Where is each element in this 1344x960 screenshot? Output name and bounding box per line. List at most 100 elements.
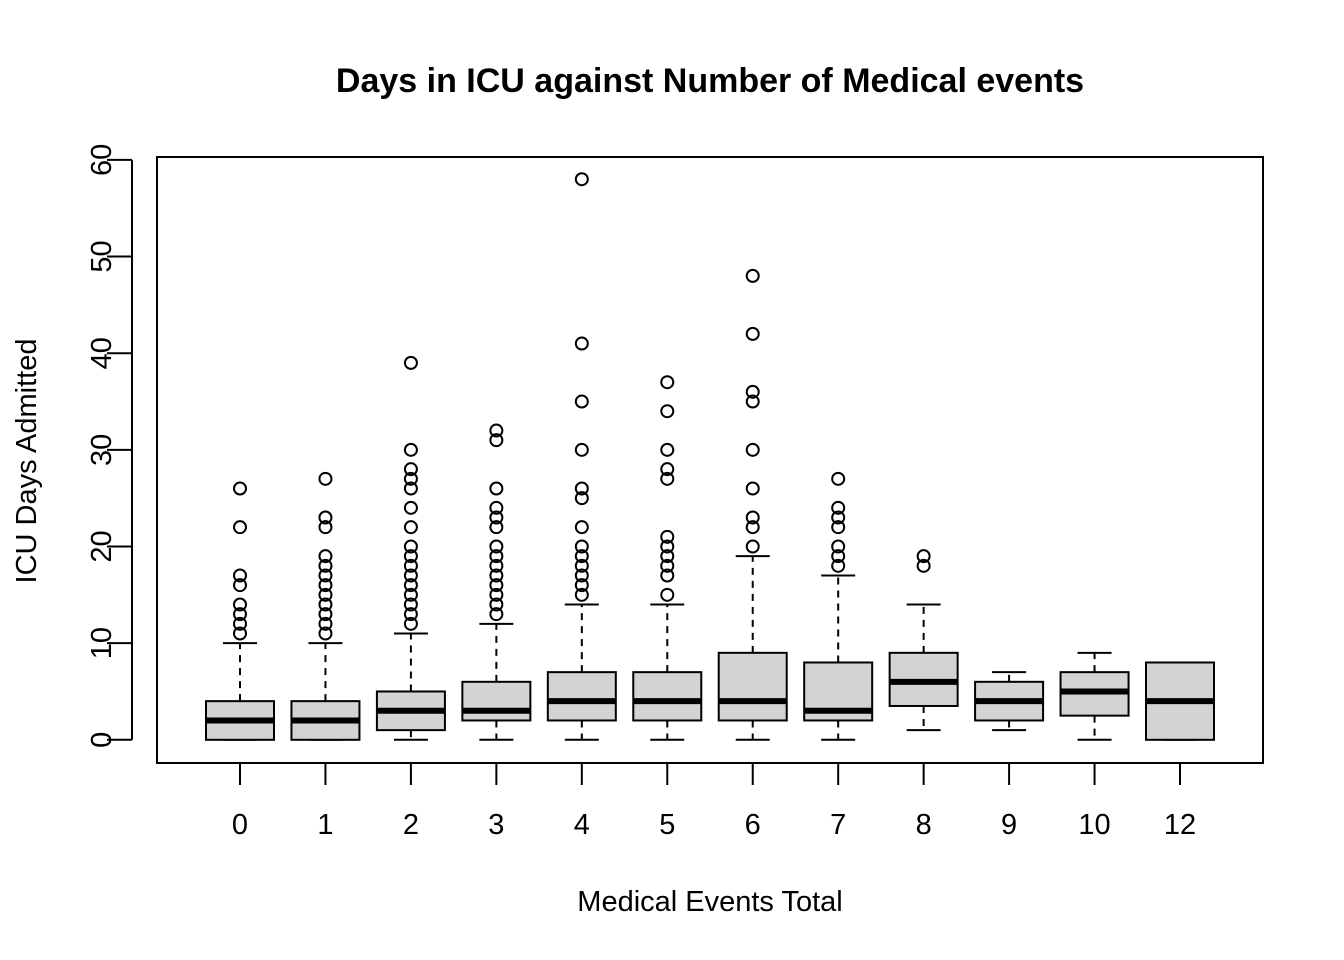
outlier-3-13	[489, 423, 504, 438]
x-tick-label-1: 1	[317, 809, 333, 841]
outlier-0-1	[233, 616, 247, 631]
x-axis: 0 1 2 3 4 5 6 7 8 9 10 12	[232, 762, 1196, 841]
outlier-5-8	[660, 442, 675, 457]
box-group-3	[461, 423, 532, 741]
box-group-7	[803, 471, 874, 741]
x-tick-label-6: 6	[745, 809, 761, 841]
outlier-3-9	[489, 510, 504, 525]
y-tick-label-0: 0	[86, 732, 118, 748]
outlier-6-4	[745, 442, 760, 457]
outlier-2-10	[403, 500, 418, 515]
outlier-2-5	[403, 568, 418, 583]
outlier-1-6	[318, 568, 333, 583]
outlier-1-9	[318, 520, 333, 535]
outlier-3-5	[489, 558, 504, 573]
outlier-4-6	[574, 520, 589, 535]
outlier-5-7	[660, 462, 675, 477]
outlier-4-3	[574, 558, 589, 573]
outlier-5-2	[660, 558, 675, 573]
outlier-7-5	[831, 500, 846, 515]
outlier-2-11	[403, 481, 418, 496]
outlier-5-10	[660, 375, 675, 390]
outlier-1-2	[318, 607, 333, 622]
outlier-2-3	[403, 587, 418, 602]
outlier-3-2	[489, 587, 504, 602]
outlier-1-8	[318, 549, 333, 564]
outlier-7-4	[831, 510, 846, 525]
outlier-1-3	[318, 597, 333, 612]
outlier-4-9	[574, 442, 589, 457]
x-tick-label-10: 10	[1078, 809, 1110, 841]
outlier-0-3	[233, 597, 247, 612]
y-tick-label-30: 30	[86, 434, 118, 466]
outlier-6-8	[745, 268, 760, 283]
outlier-1-7	[318, 558, 333, 573]
outlier-6-6	[745, 384, 760, 399]
y-axis: 0 10 20 30 40 50 60	[86, 144, 133, 748]
outlier-4-1	[574, 578, 589, 593]
outlier-6-1	[745, 520, 760, 535]
outlier-8-1	[916, 549, 931, 564]
outlier-3-3	[489, 578, 504, 593]
x-tick-label-4: 4	[574, 809, 590, 841]
outlier-3-11	[489, 481, 504, 496]
outlier-2-4	[403, 578, 418, 593]
outlier-3-0	[489, 607, 504, 622]
outlier-5-6	[660, 471, 675, 486]
x-tick-label-3: 3	[488, 809, 504, 841]
box-5	[632, 671, 703, 722]
outlier-2-8	[403, 539, 418, 554]
x-tick-label-9: 9	[1001, 809, 1017, 841]
outlier-1-5	[318, 578, 333, 593]
outlier-2-6	[403, 558, 418, 573]
x-axis-label: Medical Events Total	[577, 886, 842, 918]
box-group-0	[205, 481, 275, 741]
outlier-6-3	[745, 481, 760, 496]
outlier-1-10	[318, 510, 333, 525]
outlier-0-0	[233, 626, 247, 641]
outlier-3-12	[489, 433, 504, 448]
outlier-2-9	[403, 520, 418, 535]
outlier-6-2	[745, 510, 760, 525]
outlier-1-0	[318, 626, 333, 641]
outlier-4-10	[574, 394, 589, 409]
x-tick-label-2: 2	[403, 809, 419, 841]
boxes-layer	[205, 172, 1215, 741]
outlier-2-12	[403, 471, 418, 486]
outlier-2-0	[403, 616, 418, 631]
outlier-4-8	[574, 481, 589, 496]
outlier-4-2	[574, 568, 589, 583]
outlier-6-0	[745, 539, 760, 554]
outlier-2-7	[403, 549, 418, 564]
outlier-5-4	[660, 539, 675, 554]
outlier-3-4	[489, 568, 504, 583]
outlier-0-6	[233, 520, 247, 535]
outlier-3-1	[489, 597, 504, 612]
outlier-0-4	[233, 578, 247, 593]
outlier-7-1	[831, 549, 846, 564]
outlier-4-11	[574, 336, 589, 351]
outlier-4-7	[574, 491, 589, 506]
box-group-8	[888, 549, 959, 732]
outlier-5-0	[660, 587, 675, 602]
outlier-7-3	[831, 520, 846, 535]
x-tick-label-5: 5	[659, 809, 675, 841]
x-tick-label-7: 7	[830, 809, 846, 841]
outlier-1-4	[318, 587, 333, 602]
outlier-4-0	[574, 587, 589, 602]
y-tick-label-20: 20	[86, 530, 118, 562]
outlier-7-0	[831, 558, 846, 573]
y-axis-label: ICU Days Admitted	[11, 339, 43, 584]
x-tick-label-8: 8	[916, 809, 932, 841]
outlier-2-1	[403, 607, 418, 622]
outlier-3-10	[489, 500, 504, 515]
outlier-8-0	[916, 558, 931, 573]
outlier-7-2	[831, 539, 846, 554]
outlier-4-5	[574, 539, 589, 554]
outlier-1-1	[318, 616, 333, 631]
box-4	[546, 671, 617, 722]
box-6	[717, 651, 788, 722]
outlier-5-3	[660, 549, 675, 564]
box-group-9	[974, 671, 1045, 732]
box-group-10	[1059, 651, 1130, 741]
